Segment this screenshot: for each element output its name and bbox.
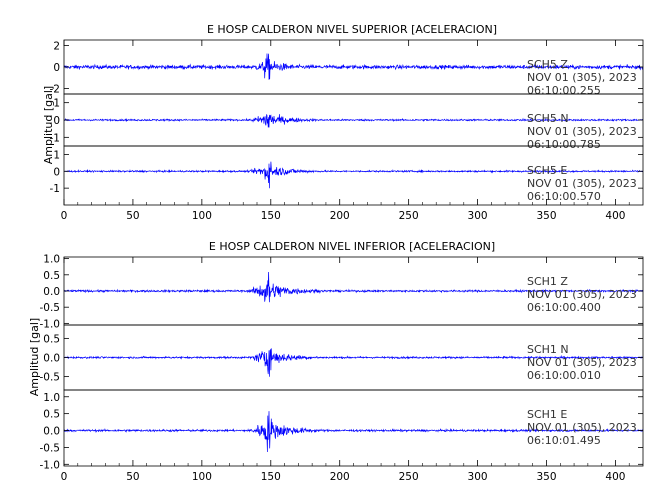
y-tick-label: -2	[50, 84, 60, 96]
y-tick-label: 0.0	[43, 286, 60, 298]
station-component-label: SCH1 Z	[527, 275, 568, 288]
top-chart-y-axis-label: Amplitud [gal]	[42, 86, 55, 164]
station-component-label: SCH1 N	[527, 343, 569, 356]
trace-line-sch1-z	[63, 271, 644, 303]
y-tick-label: -1.0	[40, 459, 61, 471]
trace-line-sch1-n	[63, 348, 644, 377]
y-tick-label: 0	[53, 115, 60, 127]
x-tick-label: 350	[536, 210, 556, 222]
record-date-label: NOV 01 (305), 2023	[527, 288, 637, 301]
x-tick-label: 100	[192, 210, 212, 222]
record-date-label: NOV 01 (305), 2023	[527, 71, 637, 84]
x-tick-label: 0	[61, 210, 68, 222]
y-tick-label: -0.5	[40, 302, 61, 314]
y-tick-label: -0.5	[40, 442, 61, 454]
y-tick-label: 1.0	[43, 254, 60, 266]
y-tick-label: -1	[50, 183, 60, 195]
y-tick-label: 1.0	[43, 392, 60, 404]
station-component-label: SCH5 N	[527, 112, 569, 125]
y-tick-label: 0	[53, 62, 60, 74]
bottom-chart-title: E HOSP CALDERON NIVEL INFERIOR [ACELERAC…	[209, 240, 495, 253]
x-tick-label: 50	[126, 471, 139, 483]
x-tick-label: 200	[330, 210, 350, 222]
x-tick-label: 300	[468, 210, 488, 222]
station-component-label: SCH5 E	[527, 164, 567, 177]
x-tick-label: 400	[605, 210, 625, 222]
record-start-time-label: 06:10:00.570	[527, 190, 601, 203]
x-tick-label: 200	[330, 471, 350, 483]
y-tick-label: 1	[53, 149, 60, 161]
y-tick-label: -1	[50, 132, 60, 144]
trace-line-sch1-e	[63, 411, 644, 453]
record-date-label: NOV 01 (305), 2023	[527, 356, 637, 369]
y-tick-label: 1	[53, 98, 60, 110]
y-tick-label: -0.5	[40, 372, 61, 384]
x-tick-label: 0	[61, 471, 68, 483]
x-tick-label: 100	[192, 471, 212, 483]
y-tick-label: 0.5	[43, 270, 60, 282]
record-start-time-label: 06:10:00.400	[527, 301, 601, 314]
y-tick-label: -1.0	[40, 318, 61, 330]
station-component-label: SCH1 E	[527, 408, 567, 421]
record-date-label: NOV 01 (305), 2023	[527, 177, 637, 190]
y-tick-label: 0.0	[43, 426, 60, 438]
record-date-label: NOV 01 (305), 2023	[527, 125, 637, 138]
station-component-label: SCH5 Z	[527, 58, 568, 71]
y-tick-label: 0.5	[43, 333, 60, 345]
record-start-time-label: 06:10:01.495	[527, 434, 601, 447]
x-tick-label: 150	[261, 471, 281, 483]
y-tick-label: 2	[53, 40, 60, 52]
x-tick-label: 250	[399, 471, 419, 483]
x-tick-label: 250	[399, 210, 419, 222]
x-tick-label: 400	[605, 471, 625, 483]
trace-line-sch5-z	[63, 53, 644, 80]
y-tick-label: 0.0	[43, 353, 60, 365]
record-start-time-label: 06:10:00.255	[527, 84, 601, 97]
x-tick-label: 300	[468, 471, 488, 483]
y-tick-label: 0.5	[43, 409, 60, 421]
top-chart-title: E HOSP CALDERON NIVEL SUPERIOR [ACELERAC…	[207, 23, 497, 36]
record-date-label: NOV 01 (305), 2023	[527, 421, 637, 434]
bottom-chart-y-axis-label: Amplitud [gal]	[28, 318, 41, 396]
trace-line-sch5-n	[63, 114, 644, 128]
x-tick-label: 50	[126, 210, 139, 222]
trace-line-sch5-e	[63, 161, 644, 189]
x-tick-label: 350	[536, 471, 556, 483]
record-start-time-label: 06:10:00.010	[527, 369, 601, 382]
record-start-time-label: 06:10:00.785	[527, 138, 601, 151]
x-tick-label: 150	[261, 210, 281, 222]
y-tick-label: 0	[53, 166, 60, 178]
